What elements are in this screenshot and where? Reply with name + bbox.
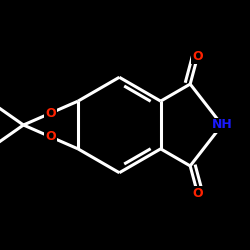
Text: NH: NH	[212, 118, 232, 132]
Text: O: O	[46, 106, 56, 120]
Text: O: O	[46, 130, 56, 143]
Text: O: O	[192, 187, 203, 200]
Text: O: O	[192, 50, 203, 63]
